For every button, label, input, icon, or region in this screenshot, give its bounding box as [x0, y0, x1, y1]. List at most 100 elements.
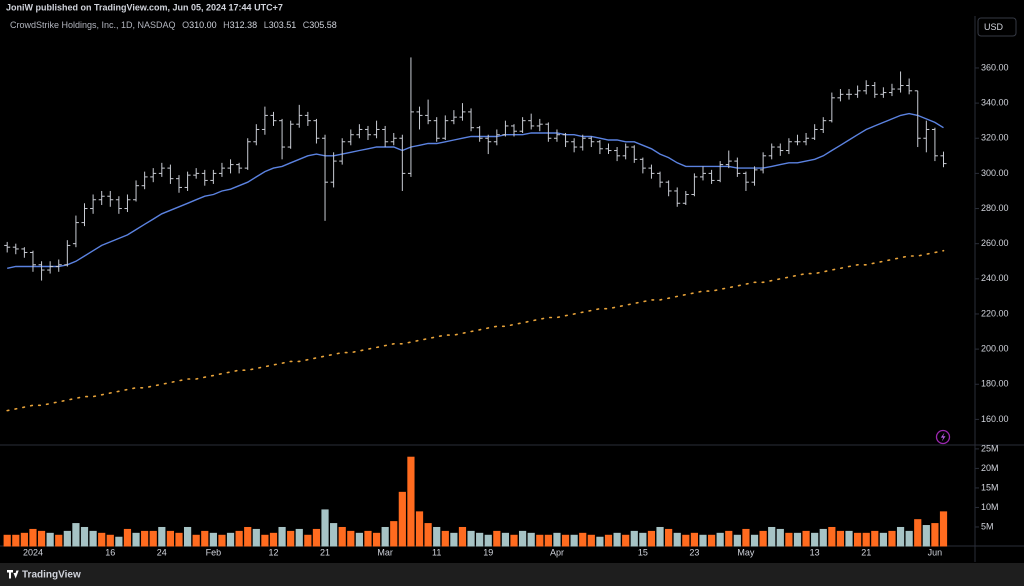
- footer-bar: [0, 563, 1024, 586]
- volume-bar: [98, 532, 106, 547]
- volume-bar: [939, 511, 948, 547]
- volume-bar: [561, 534, 570, 547]
- y-tick-label: 280.00: [981, 203, 1009, 213]
- legend-label: L: [264, 20, 269, 30]
- legend-label: H: [223, 20, 230, 30]
- legend-value: 305.58: [309, 20, 337, 30]
- slow-moving-average: [6, 249, 945, 412]
- volume-bar: [716, 532, 724, 547]
- volume-bar: [123, 528, 132, 547]
- volume-bar: [141, 530, 149, 547]
- volume-bar: [699, 534, 707, 547]
- x-tick-label: Jun: [928, 547, 943, 557]
- y-tick-label: 300.00: [981, 168, 1009, 178]
- volume-bar: [218, 534, 226, 547]
- volume-bar: [12, 534, 20, 547]
- y-tick-label: 180.00: [981, 379, 1009, 389]
- moving-average: [7, 112, 944, 269]
- volume-bar: [527, 532, 535, 547]
- volume-bar: [390, 521, 398, 547]
- volume-tick-label: 10M: [981, 502, 999, 512]
- volume-bar: [424, 523, 432, 547]
- y-tick-label: 200.00: [981, 343, 1009, 353]
- volume-bar: [896, 526, 905, 547]
- volume-bar: [458, 526, 467, 547]
- volume-bar: [604, 534, 613, 547]
- volume-bar: [278, 526, 286, 547]
- volume-bar: [166, 530, 175, 547]
- volume-bar: [63, 530, 71, 547]
- volume-bar: [467, 530, 475, 547]
- volume-bar: [347, 530, 355, 547]
- x-tick-label: Apr: [550, 547, 564, 557]
- legend-value: 310.00: [189, 20, 217, 30]
- x-tick-label: 24: [157, 547, 167, 557]
- currency-button[interactable]: [977, 17, 1017, 37]
- volume-bar: [862, 532, 870, 547]
- volume-bar: [785, 532, 793, 547]
- volume-bar: [132, 532, 140, 547]
- volume-bar: [330, 523, 338, 547]
- volume-bar: [244, 526, 252, 547]
- volume-bar: [639, 532, 647, 547]
- volume-bar: [579, 532, 587, 547]
- volume-bar: [175, 532, 183, 547]
- volume-bar: [793, 532, 802, 547]
- volume-bar: [553, 532, 561, 547]
- volume-tick-label: 5M: [981, 521, 994, 531]
- y-tick-label: 360.00: [981, 62, 1009, 72]
- volume-bar: [673, 532, 681, 547]
- event-icon[interactable]: [935, 429, 951, 445]
- volume-bar: [321, 509, 329, 547]
- volume-bar: [55, 534, 63, 547]
- x-tick-label: 23: [689, 547, 699, 557]
- volume-bar: [484, 534, 492, 547]
- volume-bar: [819, 528, 827, 547]
- volume-tick-label: 15M: [981, 482, 999, 492]
- volume-bar: [287, 530, 295, 547]
- y-tick-label: 320.00: [981, 133, 1009, 143]
- volume-bar: [905, 530, 913, 547]
- volume-tick-label: 20M: [981, 463, 999, 473]
- volume-bar: [415, 511, 424, 547]
- volume-bar: [209, 532, 217, 547]
- x-tick-label: 15: [638, 547, 648, 557]
- x-tick-label: 16: [105, 547, 115, 557]
- x-tick-label: 12: [268, 547, 278, 557]
- volume-bar: [622, 534, 630, 547]
- x-tick-label: 11: [432, 547, 441, 557]
- volume-bar: [544, 534, 552, 547]
- legend-label: O: [182, 20, 189, 30]
- volume-bar: [252, 528, 260, 547]
- volume-bar: [72, 523, 80, 547]
- volume-bar: [338, 526, 346, 547]
- x-tick-label: 2024: [23, 547, 43, 557]
- volume-bar: [433, 526, 441, 547]
- volume-bar: [295, 528, 303, 547]
- x-tick-label: 19: [483, 547, 493, 557]
- volume-bar: [613, 532, 621, 547]
- volume-bar: [407, 456, 415, 547]
- volume-bar: [192, 534, 200, 547]
- event-icon-bolt: [940, 432, 946, 442]
- legend-name: CrowdStrike Holdings, Inc., 1D, NASDAQ: [10, 20, 176, 30]
- volume-bar: [888, 530, 896, 547]
- volume-bar: [3, 534, 11, 547]
- volume-bar: [931, 523, 939, 547]
- volume-bar: [261, 534, 269, 547]
- x-tick-label: Mar: [377, 547, 393, 557]
- volume-bar: [836, 530, 845, 547]
- volume-bar: [37, 530, 46, 547]
- legend: CrowdStrike Holdings, Inc., 1D, NASDAQ O…: [10, 20, 337, 30]
- volume-bar: [476, 532, 484, 547]
- volume-bar: [312, 528, 321, 547]
- volume-bar: [201, 530, 209, 547]
- volume-bar: [20, 532, 28, 547]
- x-tick-label: May: [737, 547, 755, 557]
- volume-bar: [450, 532, 458, 547]
- volume-bar: [845, 530, 853, 547]
- y-tick-label: 260.00: [981, 238, 1009, 248]
- volume-bar: [596, 536, 604, 547]
- volume-bar: [269, 532, 278, 547]
